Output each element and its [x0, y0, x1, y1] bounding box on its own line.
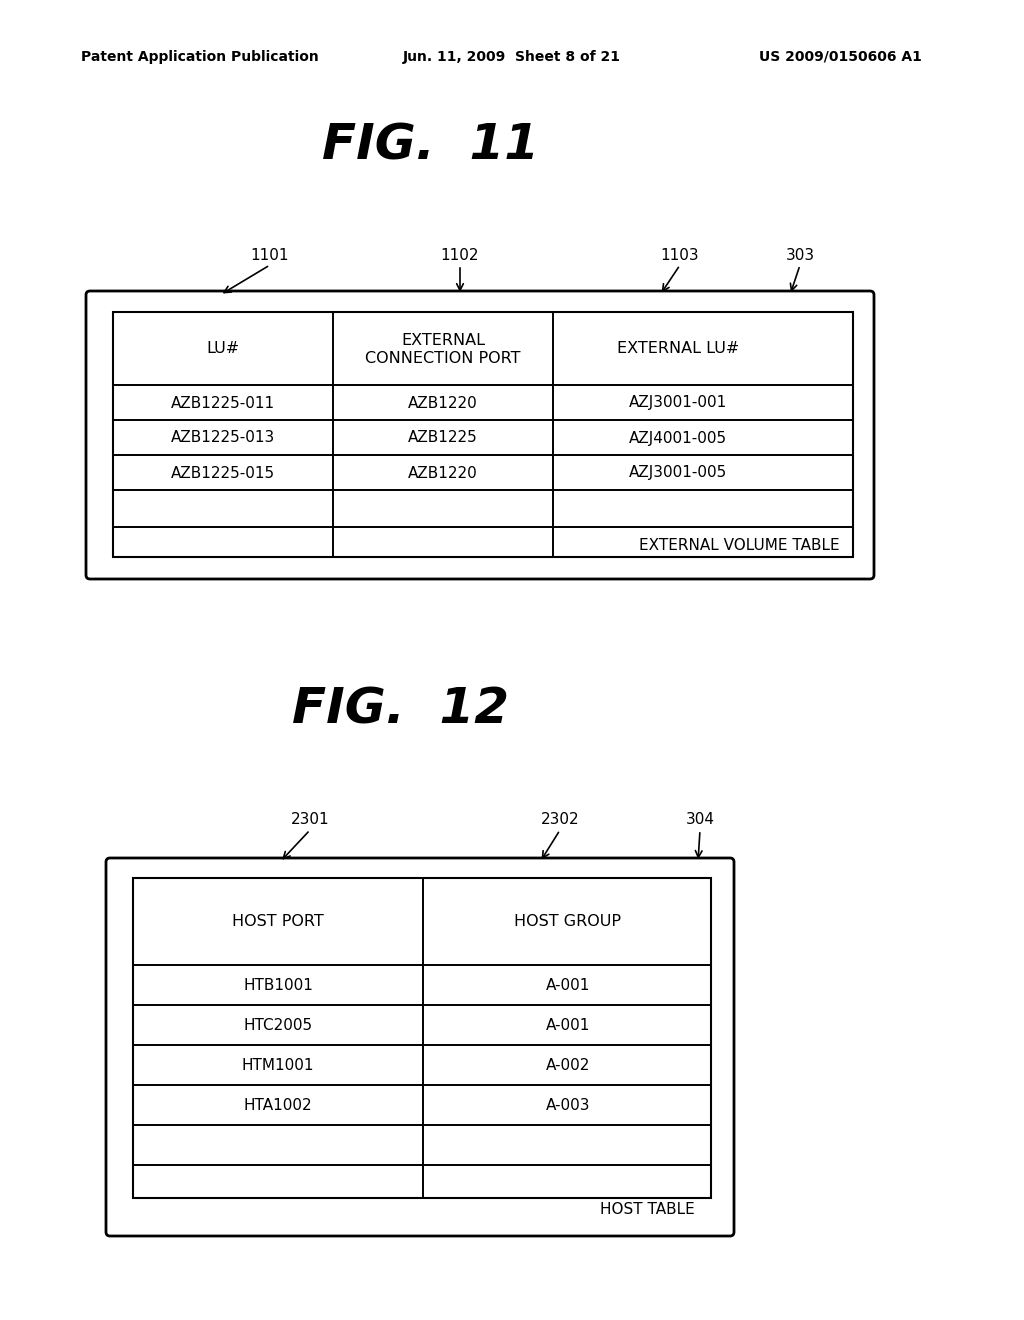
Text: AZJ3001-001: AZJ3001-001 [629, 396, 727, 411]
Text: AZJ4001-005: AZJ4001-005 [629, 430, 727, 446]
Text: AZB1225-013: AZB1225-013 [171, 430, 275, 446]
Text: FIG.  12: FIG. 12 [292, 686, 509, 734]
Text: HTB1001: HTB1001 [243, 978, 313, 993]
Text: 2301: 2301 [291, 813, 330, 828]
Text: A-002: A-002 [546, 1057, 590, 1072]
Text: EXTERNAL: EXTERNAL [401, 333, 485, 348]
Text: EXTERNAL VOLUME TABLE: EXTERNAL VOLUME TABLE [639, 537, 840, 553]
Text: 1101: 1101 [251, 248, 289, 263]
Text: AZB1225-015: AZB1225-015 [171, 466, 275, 480]
Text: CONNECTION PORT: CONNECTION PORT [366, 351, 521, 366]
Text: AZB1225: AZB1225 [409, 430, 478, 446]
Text: Jun. 11, 2009  Sheet 8 of 21: Jun. 11, 2009 Sheet 8 of 21 [403, 50, 621, 63]
Text: 1103: 1103 [660, 248, 699, 263]
Text: HOST TABLE: HOST TABLE [600, 1203, 695, 1217]
Text: HTM1001: HTM1001 [242, 1057, 314, 1072]
Bar [113, 312, 853, 557]
Text: 1102: 1102 [440, 248, 479, 263]
Text: EXTERNAL LU#: EXTERNAL LU# [616, 341, 739, 356]
Text: HOST GROUP: HOST GROUP [514, 913, 622, 929]
Text: A-003: A-003 [546, 1097, 590, 1113]
Text: AZB1225-011: AZB1225-011 [171, 396, 275, 411]
FancyBboxPatch shape [86, 290, 874, 579]
Text: AZB1220: AZB1220 [409, 466, 478, 480]
Text: A-001: A-001 [546, 978, 590, 993]
Text: LU#: LU# [207, 341, 240, 356]
Text: 303: 303 [785, 248, 814, 263]
Text: AZJ3001-005: AZJ3001-005 [629, 466, 727, 480]
Text: US 2009/0150606 A1: US 2009/0150606 A1 [759, 50, 922, 63]
Text: 2302: 2302 [541, 813, 580, 828]
Text: Patent Application Publication: Patent Application Publication [81, 50, 318, 63]
FancyBboxPatch shape [106, 858, 734, 1236]
Text: 304: 304 [685, 813, 715, 828]
Text: A-001: A-001 [546, 1018, 590, 1032]
Text: HTC2005: HTC2005 [244, 1018, 312, 1032]
Text: FIG.  11: FIG. 11 [322, 121, 539, 169]
Text: HTA1002: HTA1002 [244, 1097, 312, 1113]
Bar [133, 878, 711, 1199]
Text: AZB1220: AZB1220 [409, 396, 478, 411]
Text: HOST PORT: HOST PORT [232, 913, 324, 929]
